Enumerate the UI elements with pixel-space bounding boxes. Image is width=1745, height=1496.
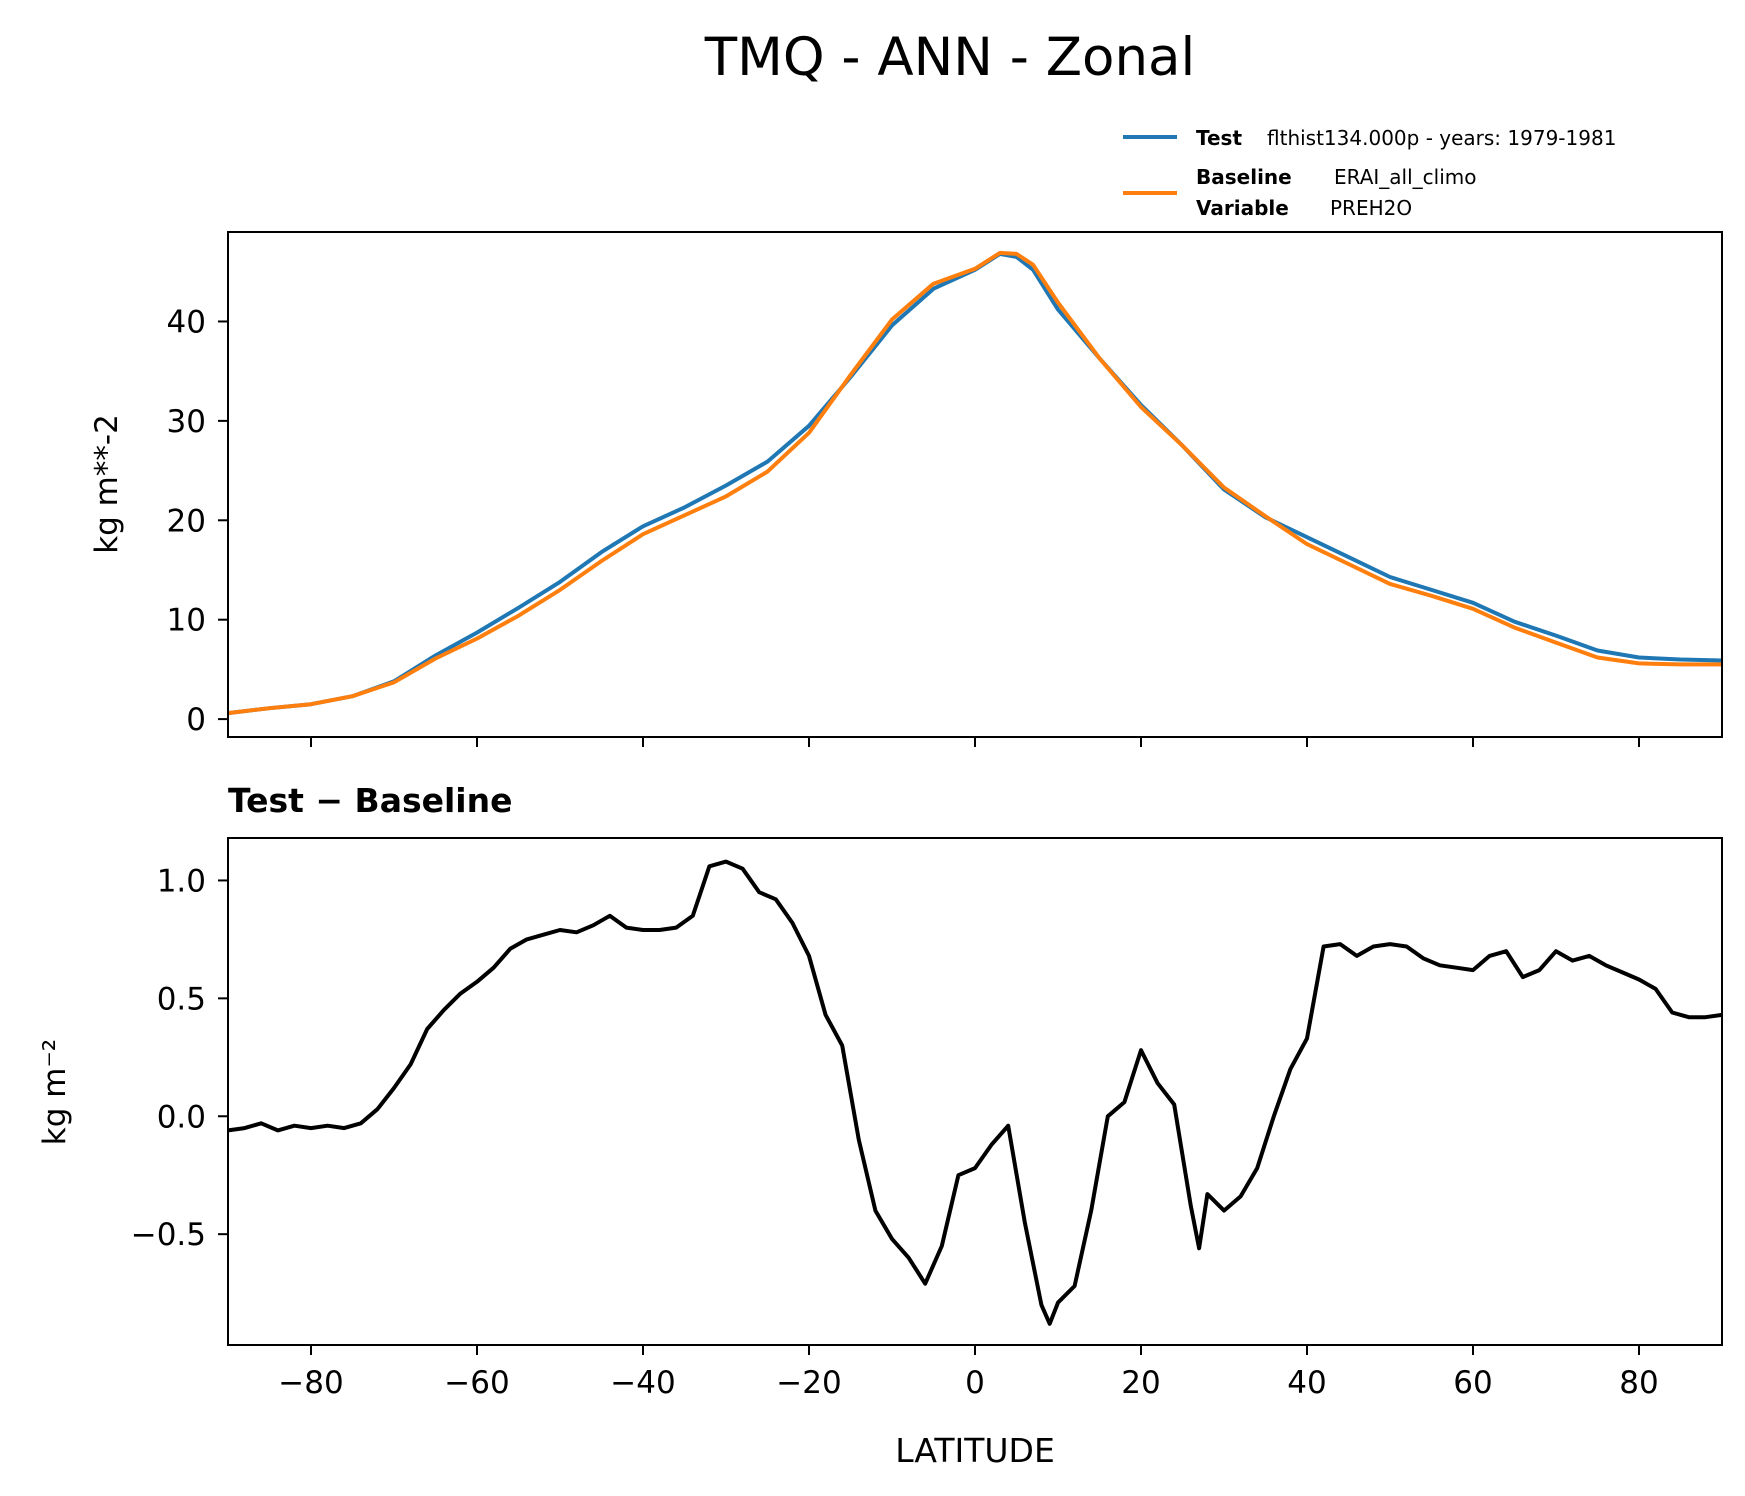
figure-title: TMQ - ANN - Zonal [704, 27, 1196, 88]
legend-variable-text: PREH2O [1330, 196, 1412, 220]
bottom-y-ticks: −0.5 0.0 0.5 1.0 [131, 863, 228, 1253]
legend-baseline-text: ERAI_all_climo [1334, 165, 1477, 189]
legend-test-label: Test [1196, 126, 1242, 150]
bottom-y-tick-label: −0.5 [131, 1217, 206, 1253]
legend-variable-label: Variable [1196, 196, 1289, 220]
bottom-series-group [227, 859, 1723, 1326]
bottom-x-tick-label: −20 [776, 1365, 841, 1401]
top-y-ticks: 0 10 20 30 40 [167, 304, 228, 738]
bottom-y-axis-label: kg m⁻² [37, 1039, 73, 1145]
top-y-tick-label: 20 [167, 503, 206, 539]
bottom-x-tick-label: −60 [444, 1365, 509, 1401]
top-y-axis-label: kg m**-2 [89, 414, 125, 554]
top-y-tick-label: 10 [167, 603, 206, 639]
top-series-line-baseline [227, 250, 1722, 716]
bottom-y-tick-label: 1.0 [157, 863, 206, 899]
legend-test-text: flthist134.000p - years: 1979-1981 [1267, 126, 1616, 150]
bottom-x-ticks: −80 −60 −40 −20 0 20 40 60 80 [278, 1345, 1659, 1401]
bottom-x-tick-label: −80 [278, 1365, 343, 1401]
bottom-x-tick-label: −40 [610, 1365, 675, 1401]
bottom-x-tick-label: 80 [1619, 1365, 1658, 1401]
top-x-ticks [310, 737, 1640, 747]
bottom-y-tick-label: 0.0 [157, 1099, 206, 1135]
legend-baseline-label: Baseline [1196, 165, 1292, 189]
bottom-x-tick-label: 20 [1121, 1365, 1160, 1401]
bottom-x-tick-label: 0 [965, 1365, 985, 1401]
bottom-x-tick-label: 60 [1453, 1365, 1492, 1401]
top-y-tick-label: 40 [167, 304, 206, 340]
legend: Test flthist134.000p - years: 1979-1981 … [1123, 126, 1616, 220]
top-y-tick-label: 30 [167, 404, 206, 440]
bottom-series-line-0 [227, 859, 1723, 1326]
top-panel: 0 10 20 30 40 kg m**-2 [89, 231, 1723, 747]
top-y-tick-label: 0 [186, 702, 206, 738]
bottom-y-tick-label: 0.5 [157, 981, 206, 1017]
bottom-panel-title: Test − Baseline [228, 781, 513, 820]
bottom-x-tick-label: 40 [1287, 1365, 1326, 1401]
bottom-panel: Test − Baseline −0.50.00.51.0 −80 −60 −40−… [37, 781, 1723, 1470]
bottom-x-axis-label: LATITUDE [895, 1431, 1055, 1470]
top-series-group [227, 250, 1723, 716]
